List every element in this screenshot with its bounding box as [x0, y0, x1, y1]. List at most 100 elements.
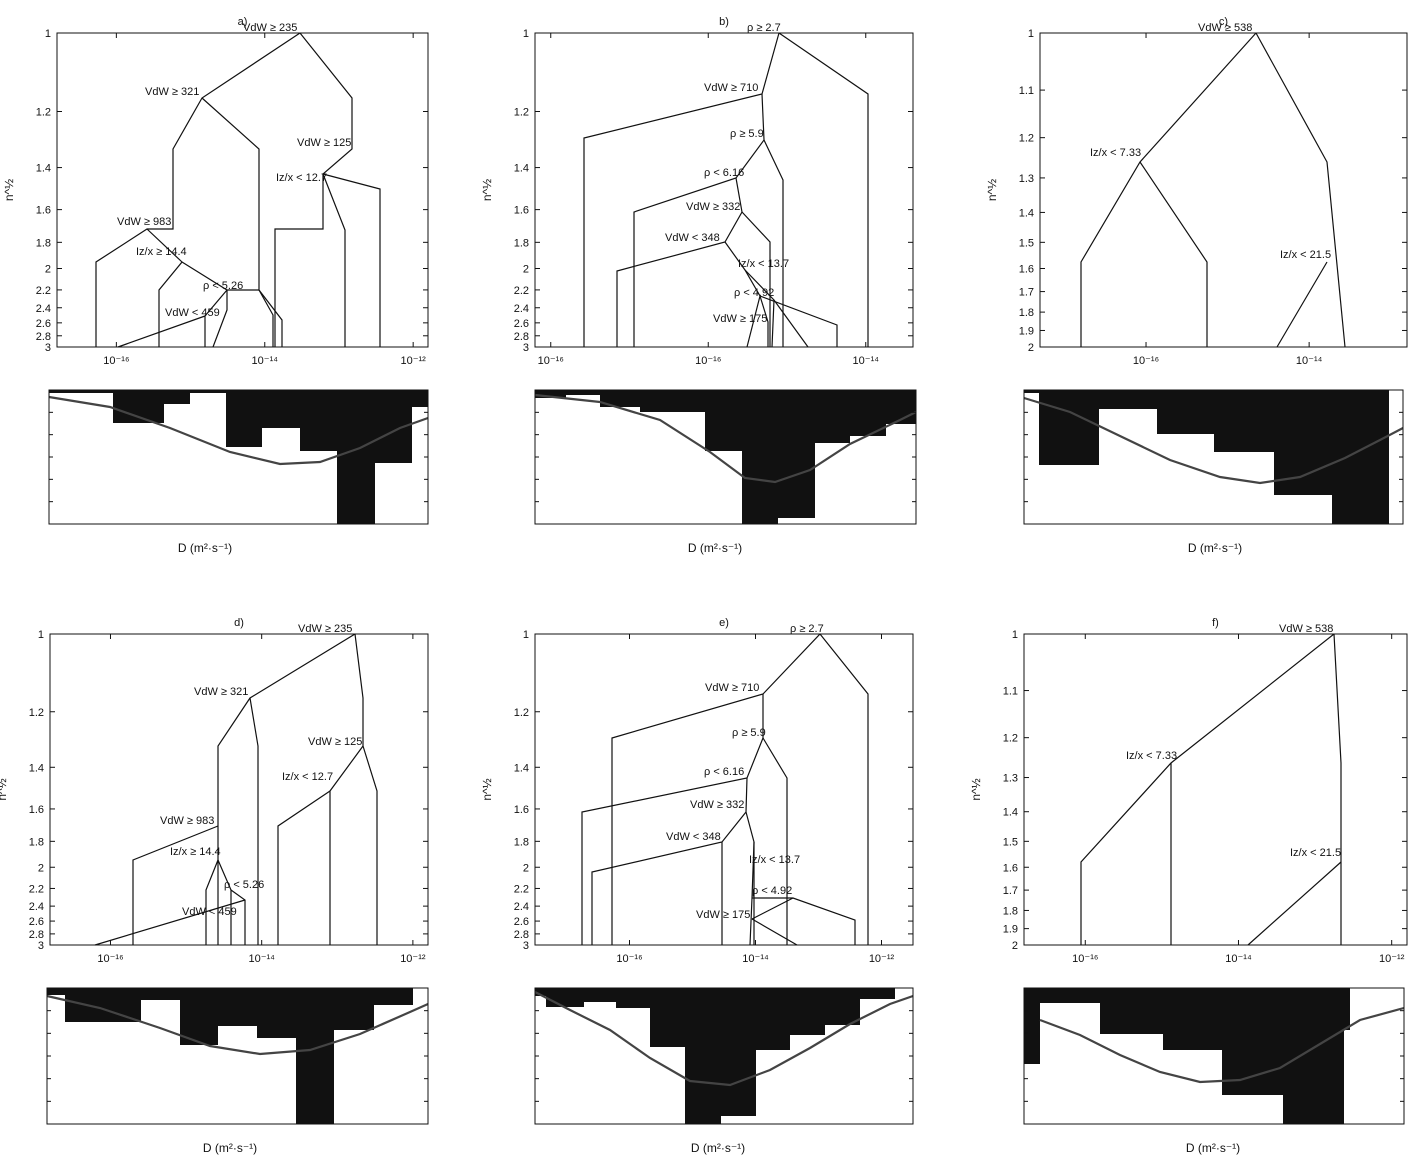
- y-tick-label: 1: [523, 28, 529, 40]
- panel-e: e) 1 1.2 1.4 1.6 1.8 2 2.2 2.4 2.62.83 10⁻¹⁶ 10⁻¹⁴ 1…: [480, 617, 914, 1155]
- histogram-bar: [535, 988, 546, 996]
- tree-branch: [771, 299, 775, 348]
- x-tick-label: 10⁻¹⁶: [695, 355, 721, 367]
- x-axis-label: D (m²·s⁻¹): [178, 541, 232, 555]
- x-axis-label: D (m²·s⁻¹): [1188, 541, 1242, 555]
- x-tick-label: 10⁻¹⁴: [853, 355, 880, 367]
- y-tick-label: 2: [38, 862, 44, 874]
- tree-plot-frame: [1039, 32, 1408, 348]
- histogram-bar: [721, 988, 756, 1116]
- y-tick-label: 1: [1012, 629, 1018, 641]
- y-tick-label: 2: [1028, 342, 1034, 354]
- tree-branch: [1080, 633, 1335, 945]
- y-tick-label: 1.6: [1019, 264, 1034, 276]
- y-tick-label: 3: [45, 342, 51, 354]
- histogram-bar: [742, 390, 778, 524]
- tree-branch: [362, 745, 378, 945]
- y-tick-label: 1.4: [36, 163, 51, 175]
- x-axis-label: D (m²·s⁻¹): [691, 1141, 745, 1155]
- y-tick-label: 2: [45, 264, 51, 276]
- tree-node-label: Iz/x < 12.7: [276, 172, 327, 184]
- tree-node-label: VdW ≥ 235: [298, 623, 352, 635]
- panel-b: b) 1 1.2 1.4 1.6 1.8 2 2.2 2.4 2.62.83 10⁻¹⁶ 10⁻¹⁶ 1…: [480, 16, 917, 555]
- y-tick-label: 2.8: [514, 929, 529, 941]
- histogram-bar: [815, 390, 850, 443]
- y-tick-label: 1.6: [514, 804, 529, 816]
- tree-plot-frame: [534, 633, 914, 946]
- histogram-bar: [1163, 988, 1222, 1050]
- tree-node-label: VdW ≥ 235: [243, 22, 297, 34]
- y-tick-label: 1.5: [1003, 836, 1018, 848]
- histogram-bar: [374, 988, 413, 1005]
- y-tick-label: 1.8: [36, 237, 51, 249]
- tree-branch: [1333, 633, 1342, 945]
- histogram-bar: [1024, 988, 1040, 1064]
- y-tick-label: 3: [38, 940, 44, 952]
- tree-plot-frame: [1023, 633, 1408, 946]
- panel-a: a) 1 1.2 1.4 1.6 1.8 2 2.2 2.4 2.62.83 10⁻¹⁶ 10⁻¹⁴ 1…: [2, 16, 429, 555]
- y-tick-label: 2.8: [36, 331, 51, 343]
- tree-node-label: VdW ≥ 710: [705, 682, 759, 694]
- tree-node-label: VdW ≥ 175: [696, 909, 750, 921]
- y-tick-label: 1.4: [1019, 207, 1034, 219]
- tree-branch: [322, 173, 381, 347]
- tree-branch: [329, 633, 364, 945]
- tree-node-label: Iz/x < 21.5: [1290, 847, 1341, 859]
- histogram-bar: [164, 390, 190, 404]
- tree-branch: [205, 859, 219, 945]
- tree-branch: [741, 211, 771, 347]
- tree-branch: [217, 633, 356, 945]
- histogram-bar: [1040, 988, 1100, 1003]
- tree-node-label: VdW ≥ 321: [194, 686, 248, 698]
- histogram-bar: [1274, 390, 1332, 495]
- histogram-bar: [1214, 390, 1274, 452]
- tree-node-label: VdW ≥ 983: [117, 216, 171, 228]
- tree-node-label: VdW ≥ 983: [160, 815, 214, 827]
- histogram-bar: [1157, 390, 1214, 434]
- y-tick-label: 1.1: [1019, 85, 1034, 97]
- y-tick-label: 1: [38, 629, 44, 641]
- y-tick-label: 1.2: [36, 107, 51, 119]
- y-tick-label: 1.2: [514, 707, 529, 719]
- y-axis-label: n^½: [2, 179, 16, 201]
- x-tick-label: 10⁻¹⁴: [742, 953, 769, 965]
- tree-branch: [181, 261, 259, 291]
- y-tick-label: 1.2: [1003, 733, 1018, 745]
- tree-branch: [1247, 861, 1342, 946]
- tree-node-label: VdW ≥ 538: [1198, 22, 1252, 34]
- y-tick-label: 2.6: [29, 916, 44, 928]
- y-tick-label: 2: [523, 264, 529, 276]
- y-tick-label: 2.6: [514, 318, 529, 330]
- y-tick-label: 1.3: [1019, 173, 1034, 185]
- histogram-bar: [334, 988, 374, 1030]
- histogram-bar: [790, 988, 825, 1035]
- tree-branch: [752, 897, 856, 945]
- histogram-bar: [535, 390, 566, 398]
- tree-node-label: VdW ≥ 125: [297, 137, 351, 149]
- y-tick-label: 2.2: [514, 883, 529, 895]
- x-tick-label: 10⁻¹⁶: [97, 953, 123, 965]
- y-tick-label: 2.2: [514, 285, 529, 297]
- panel-f: f) 1 1.1 1.2 1.3 1.4 1.5 1.6 1.7 1.8 1.9 2 10⁻¹⁶ 10⁻¹…: [969, 617, 1408, 1155]
- panel-label: d): [234, 617, 244, 629]
- tree-node-label: Iz/x ≥ 14.4: [136, 246, 187, 258]
- y-tick-label: 1.6: [514, 205, 529, 217]
- x-tick-label: 10⁻¹⁴: [248, 953, 275, 965]
- tree-branch: [751, 918, 798, 946]
- y-tick-label: 1.5: [1019, 237, 1034, 249]
- distribution-curve: [534, 991, 914, 1087]
- y-tick-label: 1.3: [1003, 773, 1018, 785]
- y-tick-label: 1.4: [29, 762, 44, 774]
- y-tick-label: 1.2: [1019, 133, 1034, 145]
- panel-label: c): [1219, 16, 1228, 28]
- x-tick-label: 10⁻¹⁶: [616, 953, 642, 965]
- tree-branch: [212, 290, 228, 348]
- histogram-bar: [1344, 988, 1350, 1030]
- x-tick-label: 10⁻¹²: [400, 953, 426, 965]
- tree-node-label: VdW ≥ 125: [308, 736, 362, 748]
- panel-label: f): [1212, 617, 1219, 629]
- y-tick-label: 1.6: [29, 804, 44, 816]
- y-tick-label: 2.6: [36, 318, 51, 330]
- tree-node-label: ρ < 6.16: [704, 766, 744, 778]
- panel-label: e): [719, 617, 729, 629]
